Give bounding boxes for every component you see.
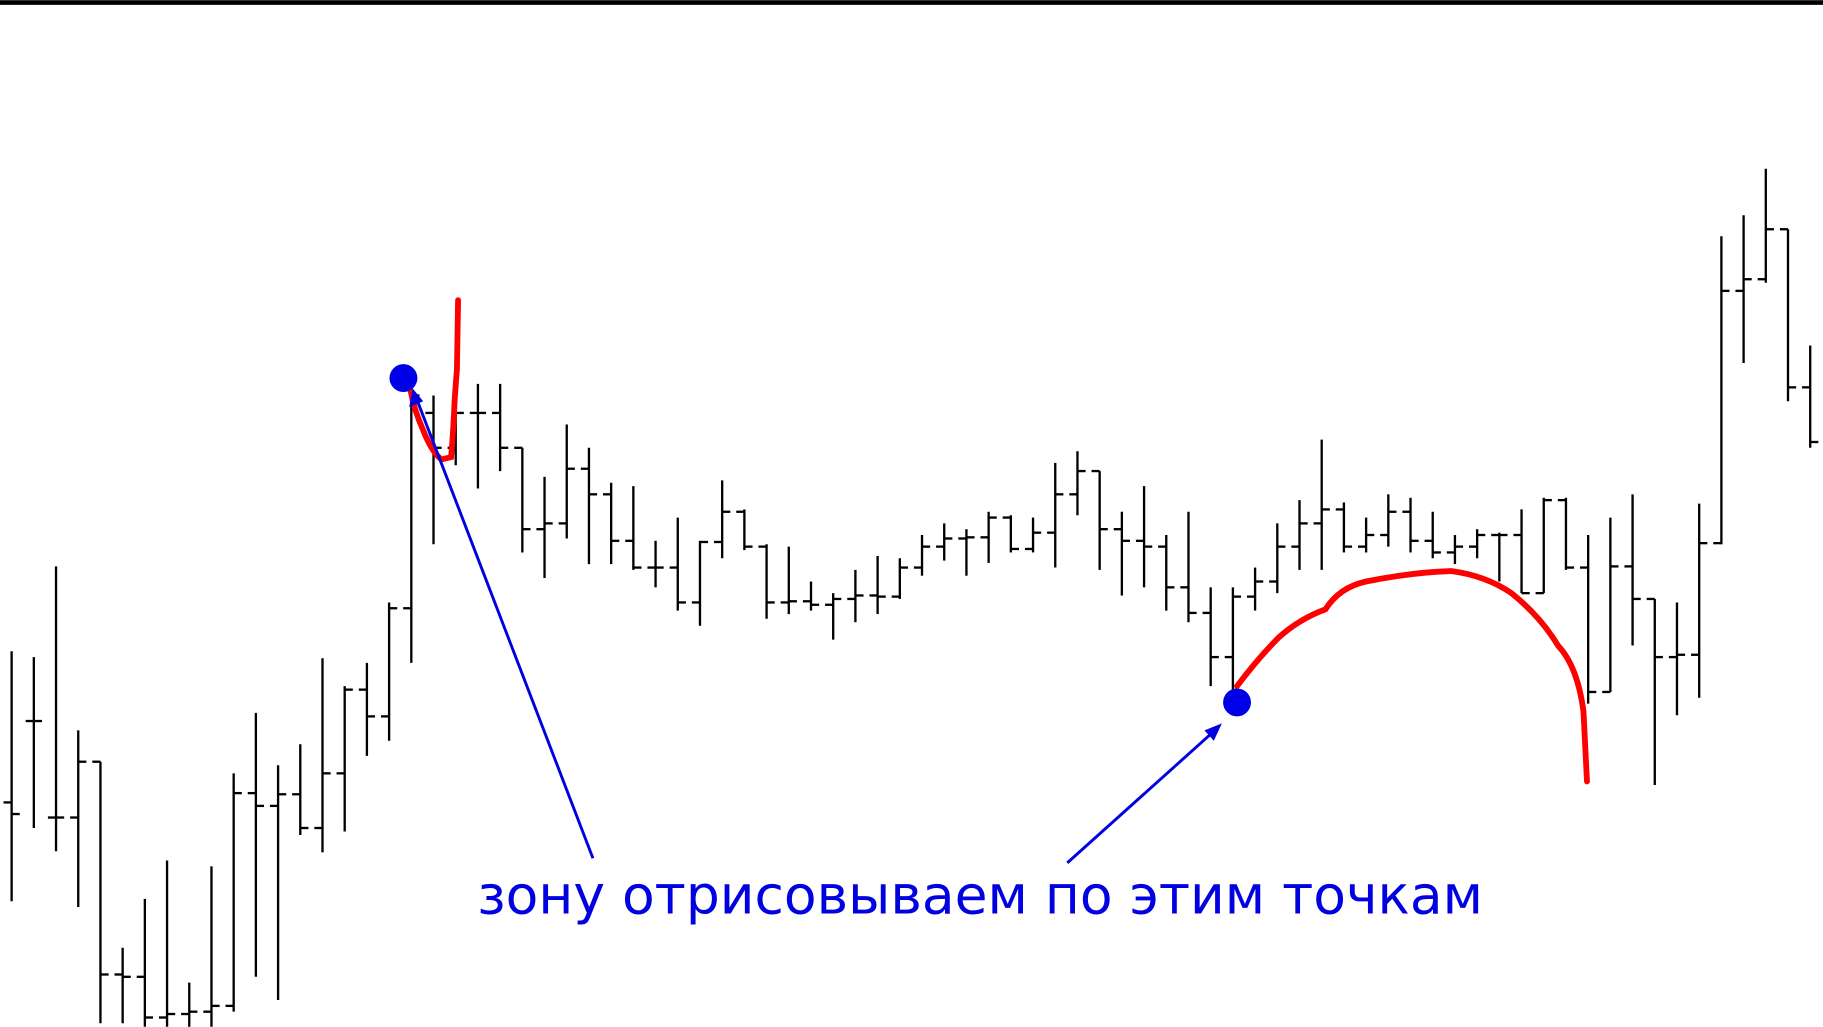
ohlc-bar	[3, 651, 20, 902]
ohlc-bar	[491, 383, 509, 472]
ohlc-bar	[1802, 345, 1819, 448]
ohlc-bar	[1646, 597, 1663, 785]
ohlc-bar	[1513, 509, 1530, 595]
ohlc-bar	[1313, 439, 1330, 570]
ohlc-bar	[825, 593, 842, 640]
arrow-head	[1204, 723, 1222, 741]
ohlc-bar	[269, 765, 287, 1001]
ohlc-bar	[1624, 494, 1641, 646]
ohlc-bar	[1047, 462, 1064, 568]
ohlc-bar	[1535, 497, 1552, 595]
ohlc-bar	[1158, 535, 1175, 611]
ohlc-bar	[869, 555, 886, 615]
arrow-head	[409, 388, 424, 408]
ohlc-bar	[1335, 502, 1353, 553]
ohlc-bar	[136, 898, 153, 1027]
ohlc-bar	[247, 712, 265, 977]
ohlc-bar	[580, 447, 598, 565]
ohlc-bar	[25, 657, 42, 828]
ohlc-bar	[536, 476, 553, 579]
ohlc-bar	[425, 395, 442, 545]
top-border	[0, 0, 1823, 5]
ohlc-bar	[736, 509, 753, 551]
ohlc-bar	[1602, 517, 1619, 694]
point	[1223, 688, 1251, 717]
ohlc-bar	[1424, 511, 1441, 559]
ohlc-bar	[1557, 497, 1575, 570]
ohlc-bar	[1402, 497, 1419, 553]
arrow	[414, 397, 595, 859]
ohlc-bar	[1002, 515, 1019, 553]
ohlc-bar	[1757, 168, 1774, 283]
ohlc-bar	[625, 486, 642, 570]
ohlc-bar	[1246, 567, 1264, 611]
ohlc-bar	[847, 569, 864, 623]
ohlc-bar	[1224, 587, 1242, 704]
red-stroke	[1234, 568, 1590, 785]
ohlc-bar	[936, 523, 953, 561]
ohlc-bar	[802, 581, 820, 611]
ohlc-bar	[225, 773, 242, 1012]
ohlc-bar	[92, 760, 109, 1024]
ohlc-bar	[358, 662, 376, 756]
red-stroke	[407, 297, 461, 463]
point	[389, 364, 418, 393]
ohlc-bar	[1069, 451, 1086, 516]
arrow	[1066, 729, 1216, 864]
ohlc-bar	[603, 482, 620, 565]
ohlc-bar	[1491, 532, 1508, 582]
ohlc-bar	[1713, 236, 1730, 545]
ohlc-bar	[1668, 602, 1686, 716]
ohlc-bar	[1469, 529, 1486, 559]
ohlc-bar	[1269, 523, 1286, 594]
ohlc-bar	[47, 566, 65, 852]
ohlc-bar	[1202, 587, 1219, 687]
ohlc-bar	[780, 546, 797, 615]
ohlc-bar	[714, 480, 731, 559]
ohlc-bar	[913, 535, 931, 576]
ohlc-bar	[1446, 535, 1464, 565]
ohlc-bar	[1779, 228, 1797, 402]
ohlc-bar	[647, 540, 664, 588]
ohlc-bar	[1735, 215, 1752, 363]
ohlc-bar	[669, 517, 686, 611]
ohlc-bar	[1113, 511, 1131, 596]
ohlc-bar	[958, 529, 975, 576]
ohlc-bar	[1091, 469, 1108, 570]
ohlc-bar	[158, 860, 176, 1027]
ohlc-bar	[70, 730, 87, 908]
ohlc-bar	[758, 544, 775, 619]
ohlc-bar	[1135, 486, 1153, 588]
ohlc-bar	[380, 602, 398, 741]
ohlc-bar	[314, 658, 331, 853]
ohlc-bar	[891, 558, 908, 599]
ohlc-bar	[203, 866, 220, 1027]
ohlc-bar	[691, 540, 709, 626]
ohlc-bar	[1380, 494, 1397, 547]
ohlc-bar	[980, 511, 997, 563]
ohlc-bar	[1291, 500, 1308, 570]
ohlc-bar	[1691, 503, 1708, 698]
ohlc-bar	[336, 686, 353, 832]
ohlc-bar	[1180, 511, 1197, 623]
ohlc-bar	[292, 744, 309, 835]
ohlc-bar	[114, 947, 131, 1024]
ohlc-bar	[1024, 517, 1042, 553]
ohlc-bar	[469, 383, 487, 489]
ohlc-bar	[1580, 535, 1597, 704]
ohlc-bar	[558, 424, 575, 539]
ohlc-bar	[1357, 517, 1375, 553]
ohlc-bar	[514, 446, 531, 553]
annotation: зону отрисовываем по этим точкам	[477, 864, 1483, 927]
ohlc-bar	[181, 982, 198, 1027]
